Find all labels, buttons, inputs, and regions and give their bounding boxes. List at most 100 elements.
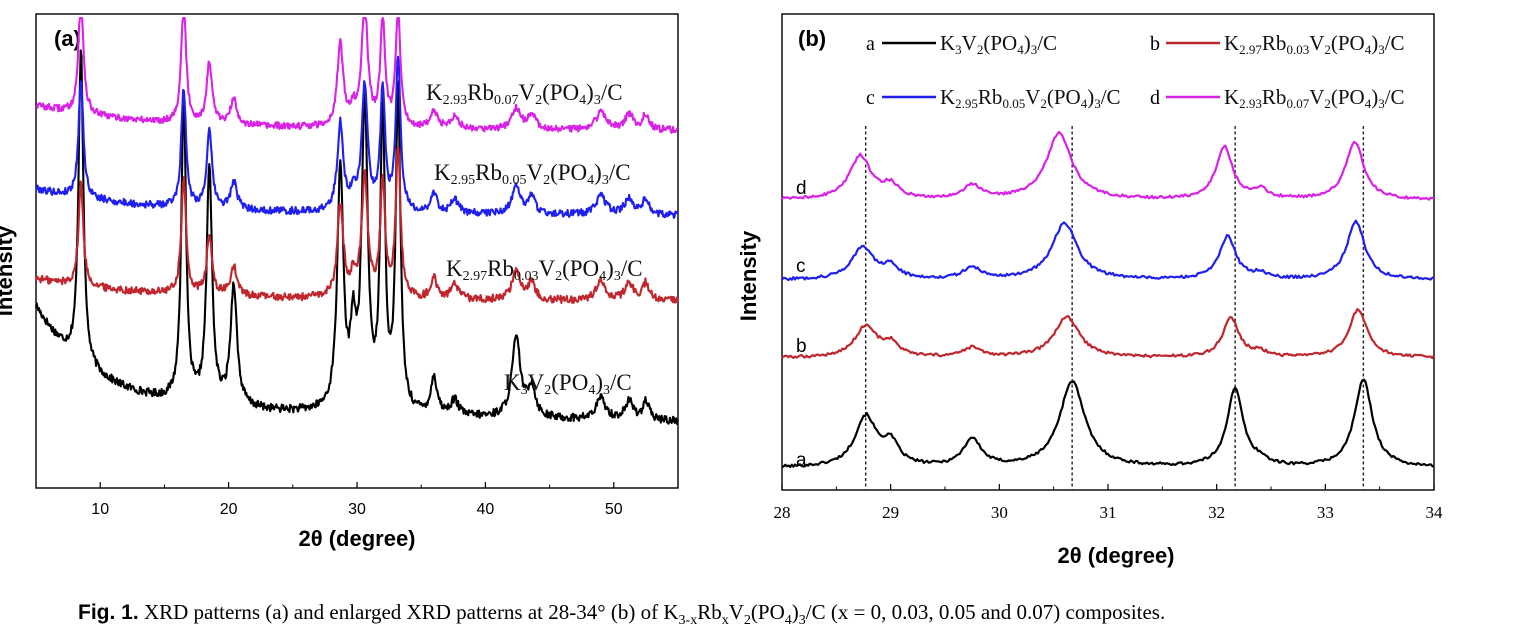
x-tick-label: 34 (1426, 503, 1444, 522)
legend-letter: d (1150, 87, 1160, 109)
subscript-text: 0.03 (1286, 42, 1309, 57)
series-line-d (781, 130, 1435, 201)
subscript-text: 4 (579, 93, 586, 108)
x-tick-label: 20 (220, 501, 238, 518)
series-letter-label: b (796, 336, 807, 357)
formula-text: ) (1087, 85, 1094, 109)
series-line-c (781, 219, 1435, 282)
formula-text: V (1309, 85, 1324, 109)
formula-text: /C (601, 80, 623, 105)
x-axis-label: 2θ (degree) (1057, 543, 1174, 568)
series-annotation: K3V2(PO4)3/C (504, 370, 632, 398)
legend-entry-text: K2.97Rb0.03V2(PO4)3/C (1224, 31, 1405, 57)
subscript-text: 3 (1031, 42, 1038, 57)
subscript-text: 3 (603, 383, 610, 398)
x-tick-label: 10 (91, 501, 109, 518)
x-tick-label: 50 (605, 501, 623, 518)
x-axis-label: 2θ (degree) (298, 526, 415, 551)
subscript-text: 3 (614, 269, 621, 284)
formula-text: Rb (1262, 85, 1287, 109)
subscript-text: 0.07 (1286, 96, 1309, 111)
formula-text: /C (1385, 31, 1405, 55)
formula-text: Rb (978, 85, 1003, 109)
x-tick-label: 40 (477, 501, 495, 518)
formula-text: V (528, 370, 545, 395)
formula-text: K (1224, 31, 1239, 55)
series-line-4 (35, 16, 679, 134)
formula-text: (PO (1047, 85, 1081, 109)
series-letter-label: c (796, 256, 806, 277)
legend-entry-text: K2.95Rb0.05V2(PO4)3/C (940, 85, 1121, 111)
subscript-text: 4 (1365, 96, 1372, 111)
formula-text: K (446, 256, 463, 281)
x-tick-label: 28 (774, 503, 791, 522)
formula-text: K (940, 85, 955, 109)
series-line-b (781, 308, 1435, 360)
subscript-text: 2.97 (1239, 42, 1262, 57)
series-line-a (781, 378, 1435, 468)
series-annotation: K2.97Rb0.03V2(PO4)3/C (446, 256, 643, 284)
y-axis-label: Intensity (736, 230, 761, 321)
subscript-text: 2 (544, 383, 551, 398)
series-line-1 (34, 49, 679, 425)
series-annotation: K2.95Rb0.05V2(PO4)3/C (434, 160, 631, 188)
formula-text: /C (610, 370, 632, 395)
subscript-text: 2 (977, 42, 984, 57)
series-line-2 (34, 145, 679, 305)
formula-text: /C (621, 256, 643, 281)
subscript-text: 2 (1324, 42, 1331, 57)
formula-text: ) (595, 370, 603, 395)
subscript-text: 2.93 (1239, 96, 1262, 111)
subscript-text: 4 (588, 383, 595, 398)
formula-text: ) (1024, 31, 1031, 55)
subscript-text: 3 (521, 383, 528, 398)
formula-text: Rb (467, 80, 494, 105)
x-tick-label: 29 (882, 503, 899, 522)
subscript-text: 3 (1378, 42, 1385, 57)
panel-label: (a) (54, 26, 81, 51)
formula-text: Rb (475, 160, 502, 185)
formula-text: (PO (551, 370, 588, 395)
formula-text: V (1025, 85, 1040, 109)
formula-text: K (940, 31, 955, 55)
x-tick-label: 32 (1208, 503, 1225, 522)
subscript-text: 3 (1094, 96, 1101, 111)
subscript-text: 3 (594, 93, 601, 108)
subscript-text: 4 (1017, 42, 1024, 57)
subscript-text: 2.95 (955, 96, 978, 111)
formula-text: V (1309, 31, 1324, 55)
subscript-text: 2.97 (463, 269, 488, 284)
subscript-text: 0.05 (1002, 96, 1025, 111)
x-tick-label: 33 (1317, 503, 1334, 522)
subscript-text: 4 (599, 269, 606, 284)
subscript-text: 3 (1378, 96, 1385, 111)
formula-text: V (526, 160, 543, 185)
formula-text: /C (609, 160, 631, 185)
subscript-text: 2 (1324, 96, 1331, 111)
subscript-text: 2 (555, 269, 562, 284)
series-letter-label: a (796, 450, 807, 471)
formula-text: /C (1101, 85, 1121, 109)
formula-text: ) (594, 160, 602, 185)
subscript-text: 2.93 (443, 93, 468, 108)
series-annotation: K2.93Rb0.07V2(PO4)3/C (426, 80, 623, 108)
formula-text: K (434, 160, 451, 185)
formula-text: ) (1371, 85, 1378, 109)
formula-text: (PO (1331, 31, 1365, 55)
legend-letter: c (866, 87, 875, 109)
formula-text: ) (586, 80, 594, 105)
formula-text: (PO (542, 80, 579, 105)
formula-text: K (426, 80, 443, 105)
formula-text: (PO (562, 256, 599, 281)
legend-entry-text: K2.93Rb0.07V2(PO4)3/C (1224, 85, 1405, 111)
subscript-text: 2 (535, 93, 542, 108)
series-letter-label: d (796, 178, 807, 199)
subscript-text: 0.03 (514, 269, 539, 284)
formula-text: /C (1037, 31, 1057, 55)
x-tick-label: 30 (991, 503, 1008, 522)
formula-text: (PO (1331, 85, 1365, 109)
formula-text: Rb (487, 256, 514, 281)
